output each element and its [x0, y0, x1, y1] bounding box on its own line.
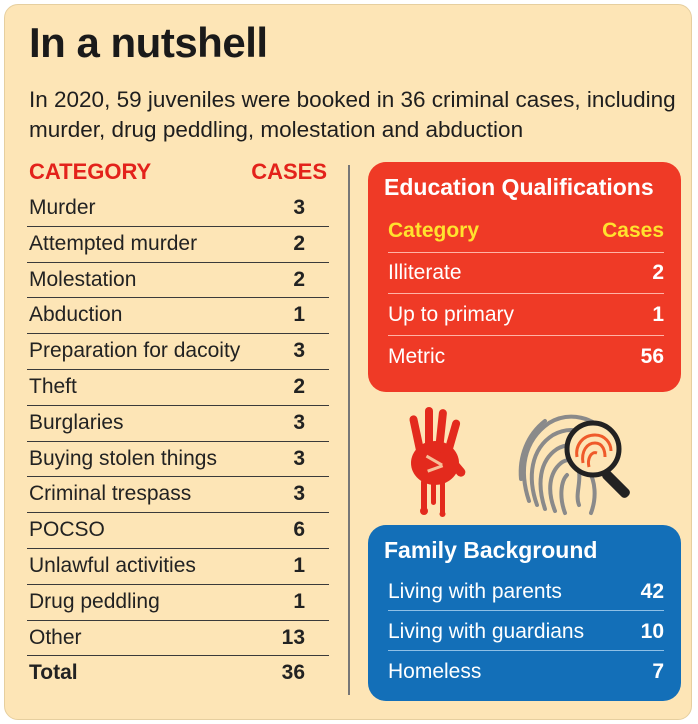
family-label: Living with guardians — [388, 620, 585, 643]
education-cases-header: Cases — [602, 219, 664, 242]
family-row: Living with parents 42 — [388, 571, 664, 611]
table-row: Attempted murder 2 — [27, 227, 329, 263]
cases-column-header: CASES — [251, 159, 327, 184]
table-row: Murder 3 — [27, 191, 329, 227]
family-label: Homeless — [388, 660, 482, 683]
row-category: Murder — [29, 196, 96, 219]
education-category: Illiterate — [388, 261, 462, 284]
family-row: Homeless 7 — [388, 651, 664, 691]
category-column-header: CATEGORY — [29, 159, 152, 184]
education-row: Up to primary 1 — [388, 294, 664, 336]
education-cases: 2 — [652, 261, 664, 284]
education-heading: Education Qualifications — [384, 174, 654, 200]
education-row: Metric 56 — [388, 336, 664, 378]
row-cases: 3 — [293, 196, 305, 219]
education-category-header: Category — [388, 219, 480, 242]
page-title: In a nutshell — [29, 19, 268, 66]
family-panel: Family Background Living with parents 42 … — [368, 525, 681, 701]
row-cases: 3 — [293, 446, 305, 470]
table-row: Abduction 1 — [27, 298, 329, 335]
education-row: Illiterate 2 — [388, 252, 664, 294]
education-cases: 56 — [640, 345, 664, 368]
row-cases: 2 — [293, 374, 305, 398]
table-row: POCSO 6 — [27, 513, 329, 549]
row-cases: 3 — [293, 482, 305, 506]
family-value: 42 — [640, 580, 664, 603]
table-row: Unlawful activities 1 — [27, 549, 329, 585]
total-row: Total 36 — [27, 656, 329, 692]
table-row: Theft 2 — [27, 370, 329, 406]
row-category: POCSO — [29, 518, 105, 542]
row-cases: 3 — [293, 410, 305, 434]
row-category: Unlawful activities — [29, 553, 196, 577]
total-value: 36 — [281, 661, 305, 685]
family-value: 7 — [652, 660, 664, 683]
row-category: Criminal trespass — [29, 482, 192, 506]
row-cases: 2 — [293, 231, 305, 255]
education-table-header: Category Cases — [388, 216, 664, 253]
bloody-handprint-icon — [395, 401, 475, 517]
education-cases: 1 — [652, 303, 664, 326]
row-cases: 6 — [293, 518, 305, 542]
education-panel: Education Qualifications Category Cases … — [368, 162, 681, 392]
row-category: Abduction — [29, 303, 123, 327]
row-category: Other — [29, 625, 82, 649]
row-cases: 13 — [281, 625, 305, 649]
row-cases: 2 — [293, 267, 305, 291]
row-category: Burglaries — [29, 410, 124, 434]
table-row: Criminal trespass 3 — [27, 477, 329, 514]
row-cases: 1 — [293, 589, 305, 613]
row-cases: 3 — [293, 339, 305, 363]
row-category: Attempted murder — [29, 231, 198, 255]
row-category: Buying stolen things — [29, 446, 217, 470]
family-heading: Family Background — [384, 537, 598, 563]
table-row: Preparation for dacoity 3 — [27, 334, 329, 370]
family-value: 10 — [640, 620, 664, 643]
row-cases: 1 — [293, 553, 305, 577]
page-subtitle: In 2020, 59 juveniles were booked in 36 … — [29, 87, 676, 142]
fingerprint-magnifier-icon — [509, 401, 633, 519]
category-table: CATEGORY CASES Murder 3 Attempted murder 2… — [27, 157, 329, 692]
table-row: Burglaries 3 — [27, 406, 329, 442]
education-category: Up to primary — [388, 303, 515, 326]
row-category: Molestation — [29, 267, 137, 291]
row-category: Theft — [29, 374, 77, 398]
row-category: Drug peddling — [29, 589, 160, 613]
family-row: Living with guardians 10 — [388, 611, 664, 651]
total-label: Total — [29, 661, 78, 685]
row-category: Preparation for dacoity — [29, 339, 241, 363]
table-row: Buying stolen things 3 — [27, 442, 329, 478]
table-row: Drug peddling 1 — [27, 585, 329, 621]
table-row: Molestation 2 — [27, 263, 329, 299]
row-cases: 1 — [293, 303, 305, 327]
education-category: Metric — [388, 345, 446, 368]
table-row: Other 13 — [27, 621, 329, 657]
category-table-header: CATEGORY CASES — [27, 157, 329, 191]
column-divider — [348, 165, 350, 695]
infographic-card: In a nutshell In 2020, 59 juveniles were… — [4, 4, 692, 720]
family-label: Living with parents — [388, 580, 562, 603]
